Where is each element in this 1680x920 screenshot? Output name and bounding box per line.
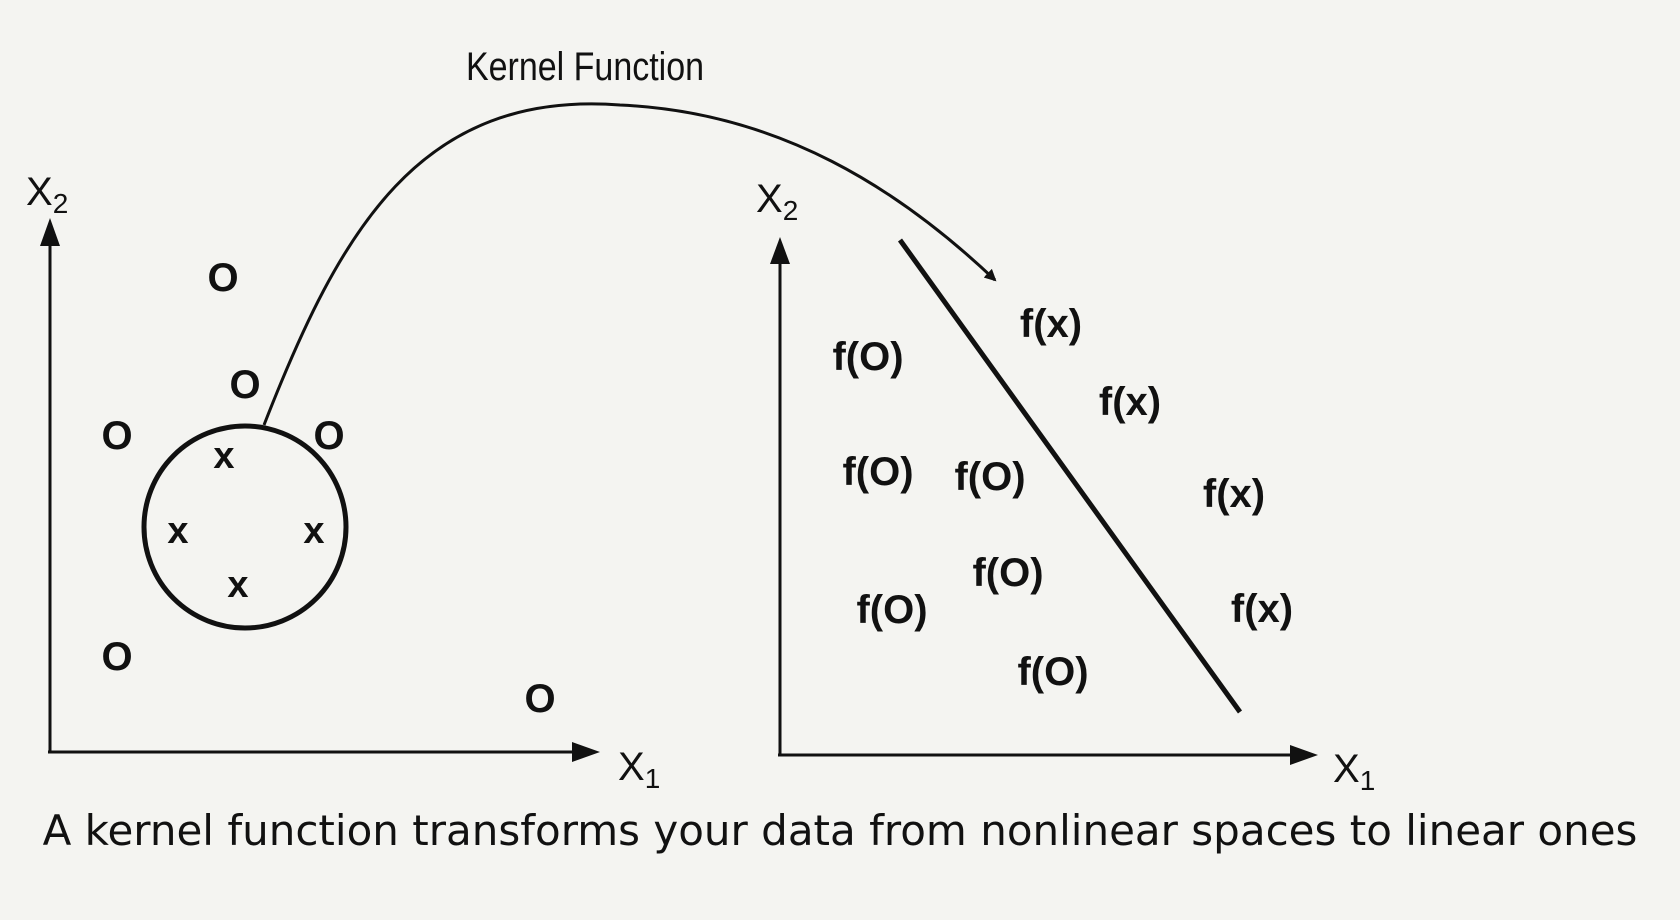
fx-point: f(x)	[1231, 587, 1293, 631]
fo-point: f(O)	[832, 335, 903, 379]
o-point: O	[524, 677, 555, 721]
fo-point: f(O)	[856, 588, 927, 632]
o-point: O	[313, 414, 344, 458]
o-point: O	[101, 635, 132, 679]
left-x-axis-arrowhead	[572, 742, 600, 762]
fx-point: f(x)	[1020, 302, 1082, 346]
nonlinear-boundary-circle	[141, 423, 349, 631]
linear-separator-line	[897, 238, 1243, 714]
diagram-title: Kernel Function	[466, 43, 704, 88]
left-x-axis-label: X1	[618, 745, 660, 794]
right-x-axis-arrowhead	[1290, 745, 1318, 765]
x-point: x	[303, 510, 324, 552]
x-point: x	[227, 564, 248, 606]
fx-point: f(x)	[1099, 380, 1161, 424]
right-y-axis-arrowhead	[770, 237, 790, 264]
left-y-axis-arrowhead	[40, 218, 60, 246]
fx-point: f(x)	[1203, 472, 1265, 516]
right-plot: X2 X1 f(O) f(O) f(O) f(O) f(O) f(O) f(x)…	[756, 177, 1375, 796]
left-plot: X2 X1 O O O O O O x x x x	[26, 170, 660, 794]
o-point: O	[101, 414, 132, 458]
right-x-axis-label: X1	[1333, 747, 1375, 796]
fo-point: f(O)	[842, 450, 913, 494]
figure-caption: A kernel function transforms your data f…	[42, 806, 1638, 855]
fo-point: f(O)	[972, 551, 1043, 595]
fo-point: f(O)	[954, 455, 1025, 499]
x-point: x	[213, 435, 234, 477]
x-point: x	[167, 510, 188, 552]
kernel-mapping-arrow	[262, 102, 997, 426]
o-point: O	[207, 256, 238, 300]
left-y-axis-label: X2	[26, 170, 68, 219]
right-y-axis-label: X2	[756, 177, 798, 226]
o-point: O	[229, 363, 260, 407]
fo-point: f(O)	[1017, 650, 1088, 694]
